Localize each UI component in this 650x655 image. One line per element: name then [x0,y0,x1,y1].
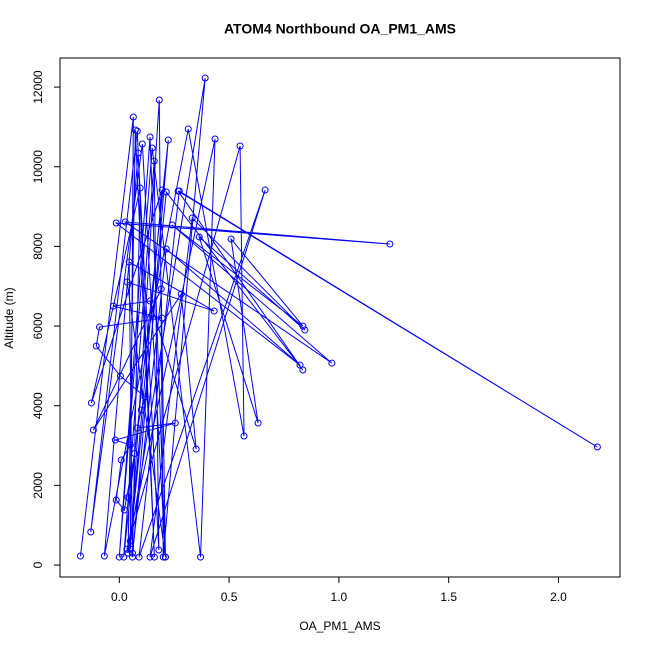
y-tick-label: 10000 [31,150,45,184]
data-point [184,125,192,133]
y-tick-label: 4000 [31,392,45,419]
x-tick-label: 2.0 [550,590,567,604]
x-axis-label: OA_PM1_AMS [299,619,380,633]
data-point [240,432,248,440]
data-point [76,552,84,560]
data-point [146,553,154,561]
data-point [164,136,172,144]
data-point [112,496,120,504]
data-point [137,406,145,414]
data-point [124,549,132,557]
data-point [201,74,209,82]
data-point [158,314,166,322]
data-point [296,361,304,369]
data-point [177,290,185,298]
data-point [197,553,205,561]
x-tick-label: 0.5 [221,590,238,604]
data-point [133,424,141,432]
data-point [124,493,132,501]
data-point [192,445,200,453]
data-point [109,302,117,310]
data-point [188,214,196,222]
data-point [100,552,108,560]
y-tick-label: 0 [31,561,45,568]
data-point [148,144,156,152]
data-point [254,419,262,427]
x-tick-label: 0.0 [111,590,128,604]
data-point [131,450,139,458]
y-tick-label: 8000 [31,233,45,260]
data-point [328,359,336,367]
data-point [162,245,170,253]
data-point [125,258,133,266]
data-point [120,506,128,514]
data-point [138,140,146,148]
data-point [129,113,137,121]
data-point [211,135,219,143]
data-point [134,149,142,157]
data-point [150,157,158,165]
data-point [126,441,134,449]
data-point [299,322,307,330]
data-point [161,553,169,561]
data-point [301,326,309,334]
data-point [92,342,100,350]
data-point [155,546,163,554]
data-point [128,549,136,557]
data-point [195,233,203,241]
data-point [120,553,128,561]
data-point [136,184,144,192]
data-point [386,240,394,248]
data-point [116,372,124,380]
data-point [117,456,125,464]
data-point [123,278,131,286]
y-tick-label: 2000 [31,472,45,499]
data-point [227,235,235,243]
data-point [112,219,120,227]
x-tick-label: 1.5 [440,590,457,604]
data-point [168,221,176,229]
data-point [157,285,165,293]
chart-title: ATOM4 Northbound OA_PM1_AMS [224,21,456,37]
data-point [162,188,170,196]
data-point [126,545,134,553]
data-point [158,186,166,194]
data-point [128,553,136,561]
data-point [89,426,97,434]
y-tick-label: 6000 [31,312,45,339]
data-point [133,127,141,135]
data-point [115,553,123,561]
data-point [126,537,134,545]
data-point [146,133,154,141]
y-tick-label: 12000 [31,70,45,104]
data-point [155,96,163,104]
data-point [171,419,179,427]
data-point [135,553,143,561]
data-point [593,443,601,451]
data-point [261,186,269,194]
data-point [87,399,95,407]
data-point [159,553,167,561]
data-point [111,436,119,444]
data-point [236,142,244,150]
y-axis-label: Altitude (m) [2,287,16,348]
x-tick-label: 1.0 [331,590,348,604]
data-point [175,187,183,195]
series-line [79,77,598,558]
data-point [96,323,104,331]
data-point [210,307,218,315]
data-point [87,528,95,536]
data-point [121,218,129,226]
data-point [150,553,158,561]
data-point [146,297,154,305]
data-point [141,393,149,401]
plot-box [59,57,621,578]
data-point [123,545,131,553]
